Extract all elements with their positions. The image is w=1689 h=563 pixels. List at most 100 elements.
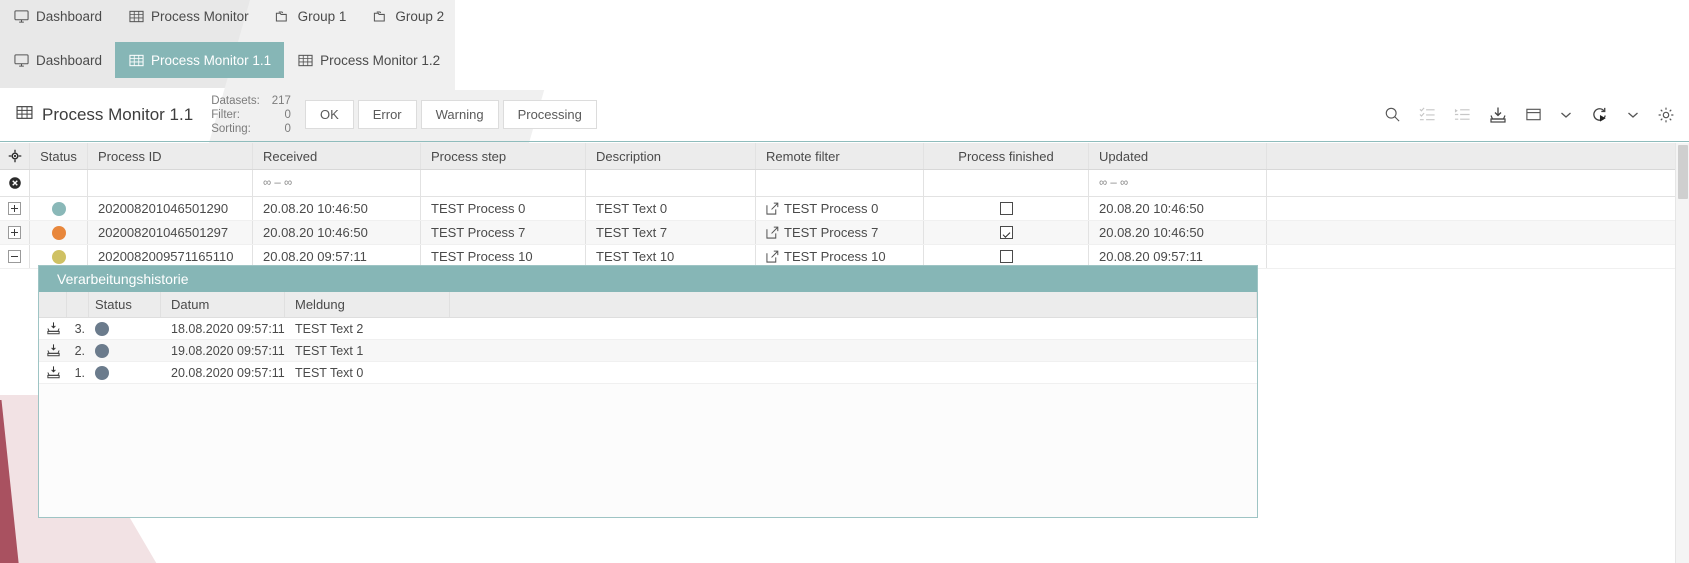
filter-button-ok[interactable]: OK <box>304 100 354 129</box>
scrollbar-thumb[interactable] <box>1678 145 1688 199</box>
inbox-download-icon[interactable] <box>39 318 67 339</box>
cell-updated: 20.08.20 09:57:11 <box>1089 245 1267 268</box>
cell-description: TEST Text 10 <box>586 245 756 268</box>
tab-label: Group 1 <box>297 8 347 24</box>
process-finished-checkbox[interactable] <box>999 250 1013 263</box>
filter-input-remote-filter[interactable] <box>756 170 924 196</box>
deco-white-band <box>455 0 1689 90</box>
search-icon[interactable] <box>1384 106 1401 123</box>
indent-list-icon[interactable] <box>1454 106 1471 123</box>
column-header-updated[interactable]: Updated <box>1089 143 1267 169</box>
column-header-description[interactable]: Description <box>586 143 756 169</box>
table-row[interactable]: 202008201046501290 20.08.20 10:46:50 TES… <box>0 197 1689 221</box>
filter-input-status[interactable] <box>30 170 88 196</box>
detail-status-indicator <box>89 318 161 339</box>
detail-row-spacer <box>450 340 1257 361</box>
primary-tab-bar: Dashboard Process Monitor Group 1 Group … <box>0 0 457 32</box>
column-header-spacer <box>1267 143 1689 169</box>
process-finished-checkbox[interactable] <box>999 202 1013 215</box>
column-header-status[interactable]: Status <box>30 143 88 169</box>
detail-row[interactable]: 3. 18.08.2020 09:57:11 TEST Text 2 <box>39 318 1257 340</box>
process-table: Status Process ID Received Process step … <box>0 143 1689 269</box>
gear-icon[interactable] <box>1657 106 1675 124</box>
folder-icon <box>275 8 291 24</box>
download-inbox-icon[interactable] <box>1489 106 1507 124</box>
column-header-process-step[interactable]: Process step <box>421 143 586 169</box>
row-expander[interactable] <box>0 245 30 268</box>
tab-label: Group 2 <box>395 8 445 24</box>
detail-status-indicator <box>89 362 161 383</box>
page-title-text: Process Monitor 1.1 <box>42 104 194 124</box>
row-spacer <box>1267 221 1689 244</box>
cell-process-step: TEST Process 0 <box>421 197 586 220</box>
detail-cell-datum: 18.08.2020 09:57:11 <box>171 321 285 336</box>
filter-button-warning[interactable]: Warning <box>420 100 499 129</box>
filter-input-updated[interactable]: ∞ – ∞ <box>1089 170 1267 196</box>
column-label: Updated <box>1099 148 1149 164</box>
filter-button-error[interactable]: Error <box>357 100 417 129</box>
row-spacer <box>1267 197 1689 220</box>
filter-input-received[interactable]: ∞ – ∞ <box>253 170 421 196</box>
tab-process-monitor[interactable]: Process Monitor <box>115 0 262 32</box>
status-filter-buttons: OK Error Warning Processing <box>304 100 601 129</box>
cell-remote-filter[interactable]: TEST Process 10 <box>756 245 924 268</box>
column-label: Process finished <box>958 148 1054 164</box>
window-icon[interactable] <box>1525 106 1542 123</box>
cell-process-finished[interactable] <box>924 221 1089 244</box>
external-link-icon <box>766 202 779 215</box>
column-header-received[interactable]: Received <box>253 143 421 169</box>
subtab-label: Dashboard <box>36 52 103 68</box>
row-expander[interactable] <box>0 221 30 244</box>
detail-row[interactable]: 2. 19.08.2020 09:57:11 TEST Text 1 <box>39 340 1257 362</box>
cell-remote-filter[interactable]: TEST Process 0 <box>756 197 924 220</box>
row-spacer <box>1267 245 1689 268</box>
tab-group-1[interactable]: Group 1 <box>262 0 360 32</box>
process-finished-checkbox[interactable] <box>999 226 1013 239</box>
filter-range-text: ∞ – ∞ <box>263 177 293 189</box>
vertical-scrollbar[interactable] <box>1675 143 1689 563</box>
subtab-process-monitor-1-2[interactable]: Process Monitor 1.2 <box>284 42 453 78</box>
filter-input-process-step[interactable] <box>421 170 586 196</box>
filter-button-processing[interactable]: Processing <box>502 100 597 129</box>
clear-filter-icon[interactable] <box>0 170 30 196</box>
cell-process-step: TEST Process 7 <box>421 221 586 244</box>
external-link-icon <box>766 250 779 263</box>
filter-input-process-id[interactable] <box>88 170 253 196</box>
subtab-label: Process Monitor 1.2 <box>320 52 441 68</box>
column-header-remote-filter[interactable]: Remote filter <box>756 143 924 169</box>
refresh-play-icon[interactable] <box>1590 105 1609 124</box>
checklist-icon[interactable] <box>1419 106 1436 123</box>
column-header-process-finished[interactable]: Process finished <box>924 143 1089 169</box>
detail-row[interactable]: 1. 20.08.2020 09:57:11 TEST Text 0 <box>39 362 1257 384</box>
cell-process-finished[interactable] <box>924 245 1089 268</box>
cell-description: TEST Text 0 <box>586 197 756 220</box>
detail-index: 3. <box>74 321 85 336</box>
filter-row-spacer <box>1267 170 1689 196</box>
inbox-download-icon[interactable] <box>39 362 67 383</box>
inbox-download-icon[interactable] <box>39 340 67 361</box>
select-all-icon[interactable] <box>0 143 30 169</box>
tab-dashboard[interactable]: Dashboard <box>0 0 115 32</box>
detail-col-index <box>67 292 89 317</box>
subtab-process-monitor-1-1[interactable]: Process Monitor 1.1 <box>115 42 285 78</box>
subtab-dashboard[interactable]: Dashboard <box>0 42 115 78</box>
detail-column-header-meldung[interactable]: Meldung <box>285 292 450 317</box>
column-header-process-id[interactable]: Process ID <box>88 143 253 169</box>
cell-process-finished[interactable] <box>924 197 1089 220</box>
chevron-down-icon[interactable] <box>1560 109 1572 121</box>
cell-remote-filter[interactable]: TEST Process 7 <box>756 221 924 244</box>
filter-input-description[interactable] <box>586 170 756 196</box>
remote-filter-text: TEST Process 7 <box>784 225 879 240</box>
detail-column-header-status[interactable]: Status <box>89 292 161 317</box>
table-filter-row: ∞ – ∞ ∞ – ∞ <box>0 170 1689 197</box>
tab-group-2[interactable]: Group 2 <box>359 0 457 32</box>
status-indicator <box>30 245 88 268</box>
detail-col-icon <box>39 292 67 317</box>
row-expander[interactable] <box>0 197 30 220</box>
cell-process-id: 202008201046501297 <box>88 221 253 244</box>
chevron-down-icon[interactable] <box>1627 109 1639 121</box>
filter-input-process-finished[interactable] <box>924 170 1089 196</box>
table-row[interactable]: 202008201046501297 20.08.20 10:46:50 TES… <box>0 221 1689 245</box>
detail-column-header-datum[interactable]: Datum <box>161 292 285 317</box>
